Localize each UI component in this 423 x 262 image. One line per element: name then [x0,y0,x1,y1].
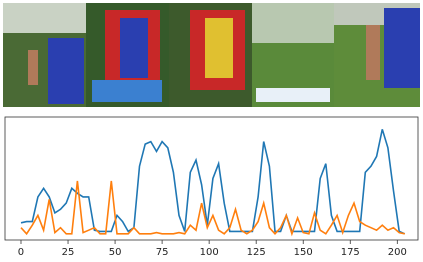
x-tick-label: 100 [200,247,219,258]
x-tick-label: 0 [18,247,24,258]
image-strip [3,3,420,107]
plot-frame [4,116,419,241]
x-tick-label: 25 [62,247,75,258]
series-line [20,129,406,235]
x-tick-label: 175 [341,247,360,258]
series-line [20,180,405,237]
x-tick-label: 150 [294,247,313,258]
x-tick-label: 75 [156,247,169,258]
x-tick-label: 125 [247,247,266,258]
x-tick-label: 50 [109,247,122,258]
x-tick-label: 200 [388,247,407,258]
